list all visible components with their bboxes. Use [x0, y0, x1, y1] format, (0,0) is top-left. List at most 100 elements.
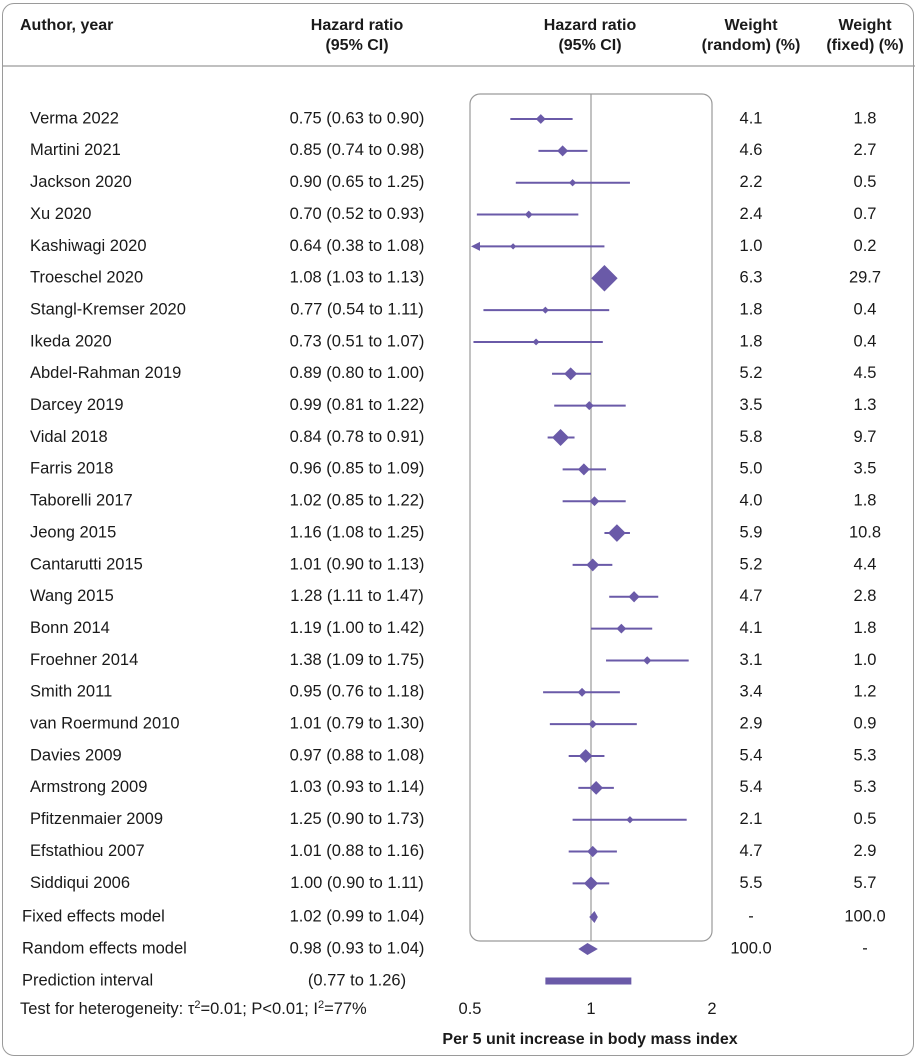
study-ci-text: 0.97 (0.88 to 1.08): [290, 746, 425, 764]
study-author: Verma 2022: [30, 109, 119, 127]
study-ci-text: 1.38 (1.09 to 1.75): [290, 651, 425, 669]
header-weight-fixed-line2: (fixed) (%): [826, 37, 903, 54]
study-ci-text: 0.70 (0.52 to 0.93): [290, 205, 425, 223]
summary-weight-fixed: 100.0: [844, 907, 885, 925]
study-weight-fixed: 1.8: [854, 492, 877, 510]
heterogeneity-text: Test for heterogeneity: τ2=0.01; P<0.01;…: [20, 999, 367, 1018]
study-ci-text: 1.02 (0.85 to 1.22): [290, 492, 425, 510]
forest-plot-card: [2, 3, 914, 1056]
header-plot-line2: (95% CI): [558, 37, 621, 54]
summary-ci-text: 0.98 (0.93 to 1.04): [290, 939, 425, 957]
study-weight-fixed: 0.4: [854, 332, 877, 350]
study-point: [564, 367, 578, 381]
study-author: Davies 2009: [30, 746, 122, 764]
study-author: Cantarutti 2015: [30, 555, 143, 573]
study-author: Darcey 2019: [30, 396, 124, 414]
study-point: [589, 496, 600, 507]
study-weight-random: 5.5: [740, 874, 763, 892]
study-ci-text: 0.99 (0.81 to 1.22): [290, 396, 425, 414]
study-weight-random: 5.0: [740, 460, 763, 478]
study-ci-text: 1.16 (1.08 to 1.25): [290, 523, 425, 541]
study-author: Abdel-Rahman 2019: [30, 364, 181, 382]
study-author: Vidal 2018: [30, 428, 108, 446]
study-weight-fixed: 2.7: [854, 141, 877, 159]
study-author: Farris 2018: [30, 460, 113, 478]
study-weight-fixed: 29.7: [849, 269, 881, 287]
study-point: [586, 558, 600, 572]
study-ci-text: 1.28 (1.11 to 1.47): [290, 587, 424, 605]
study-author: Wang 2015: [30, 587, 114, 605]
header-weight-fixed-line1: Weight: [838, 17, 892, 34]
study-weight-fixed: 0.5: [854, 173, 877, 191]
header-author: Author, year: [20, 17, 113, 34]
summary-ci-text: (0.77 to 1.26): [308, 971, 406, 989]
study-weight-random: 4.7: [740, 587, 763, 605]
study-author: Pfitzenmaier 2009: [30, 810, 163, 828]
study-author: van Roermund 2010: [30, 715, 180, 733]
header-hr-line2: (95% CI): [325, 37, 388, 54]
study-ci-text: 1.19 (1.00 to 1.42): [290, 619, 425, 637]
study-point: [509, 243, 517, 250]
x-tick-label: 1: [586, 1000, 595, 1018]
study-author: Siddiqui 2006: [30, 874, 130, 892]
study-weight-random: 2.2: [740, 173, 763, 191]
study-weight-random: 5.2: [740, 364, 763, 382]
study-author: Xu 2020: [30, 205, 91, 223]
study-weight-random: 2.4: [740, 205, 763, 223]
study-point: [591, 265, 618, 292]
study-point: [626, 816, 634, 824]
study-weight-random: 4.0: [740, 492, 763, 510]
study-point: [628, 591, 640, 603]
study-author: Stangl-Kremser 2020: [30, 300, 186, 318]
study-ci-text: 1.01 (0.88 to 1.16): [290, 842, 425, 860]
x-tick-label: 0.5: [459, 1000, 482, 1018]
study-weight-fixed: 9.7: [854, 428, 877, 446]
study-weight-fixed: 0.4: [854, 300, 877, 318]
study-author: Jeong 2015: [30, 523, 116, 541]
study-point: [589, 781, 604, 795]
header-hr-line1: Hazard ratio: [311, 17, 404, 34]
summary-diamond: [578, 943, 598, 955]
study-ci-text: 1.01 (0.79 to 1.30): [290, 715, 425, 733]
study-weight-fixed: 1.0: [854, 651, 877, 669]
study-point: [577, 463, 590, 476]
study-weight-fixed: 1.8: [854, 619, 877, 637]
study-weight-fixed: 0.9: [854, 715, 877, 733]
study-weight-fixed: 3.5: [854, 460, 877, 478]
study-ci-text: 1.25 (0.90 to 1.73): [290, 810, 425, 828]
summary-ci-text: 1.02 (0.99 to 1.04): [290, 907, 425, 925]
study-point: [578, 749, 593, 763]
study-point: [524, 210, 533, 219]
study-point: [541, 306, 549, 314]
header-plot-line1: Hazard ratio: [544, 17, 637, 34]
study-weight-random: 1.8: [740, 300, 763, 318]
study-author: Froehner 2014: [30, 651, 138, 669]
study-point: [608, 524, 626, 542]
study-weight-fixed: 5.3: [854, 778, 877, 796]
study-author: Troeschel 2020: [30, 269, 143, 287]
study-weight-fixed: 2.8: [854, 587, 877, 605]
study-weight-random: 1.0: [740, 237, 763, 255]
study-ci-text: 0.75 (0.63 to 0.90): [290, 109, 425, 127]
summary-diamond: [589, 911, 598, 923]
study-ci-text: 0.64 (0.38 to 1.08): [290, 237, 425, 255]
study-author: Kashiwagi 2020: [30, 237, 147, 255]
study-point: [616, 623, 627, 634]
study-ci-text: 0.90 (0.65 to 1.25): [290, 173, 425, 191]
study-point: [584, 401, 594, 411]
study-ci-text: 0.95 (0.76 to 1.18): [290, 683, 425, 701]
study-weight-fixed: 0.2: [854, 237, 877, 255]
study-weight-random: 2.9: [740, 715, 763, 733]
study-ci-text: 1.03 (0.93 to 1.14): [290, 778, 425, 796]
study-ci-text: 1.01 (0.90 to 1.13): [290, 555, 425, 573]
study-author: Efstathiou 2007: [30, 842, 145, 860]
study-author: Martini 2021: [30, 141, 121, 159]
study-point: [535, 114, 546, 124]
study-weight-random: 4.1: [740, 619, 763, 637]
study-weight-random: 5.8: [740, 428, 763, 446]
study-weight-fixed: 5.3: [854, 746, 877, 764]
study-ci-text: 1.00 (0.90 to 1.11): [290, 874, 424, 892]
summary-weight-random: 100.0: [730, 939, 771, 957]
study-weight-fixed: 4.4: [854, 555, 877, 573]
